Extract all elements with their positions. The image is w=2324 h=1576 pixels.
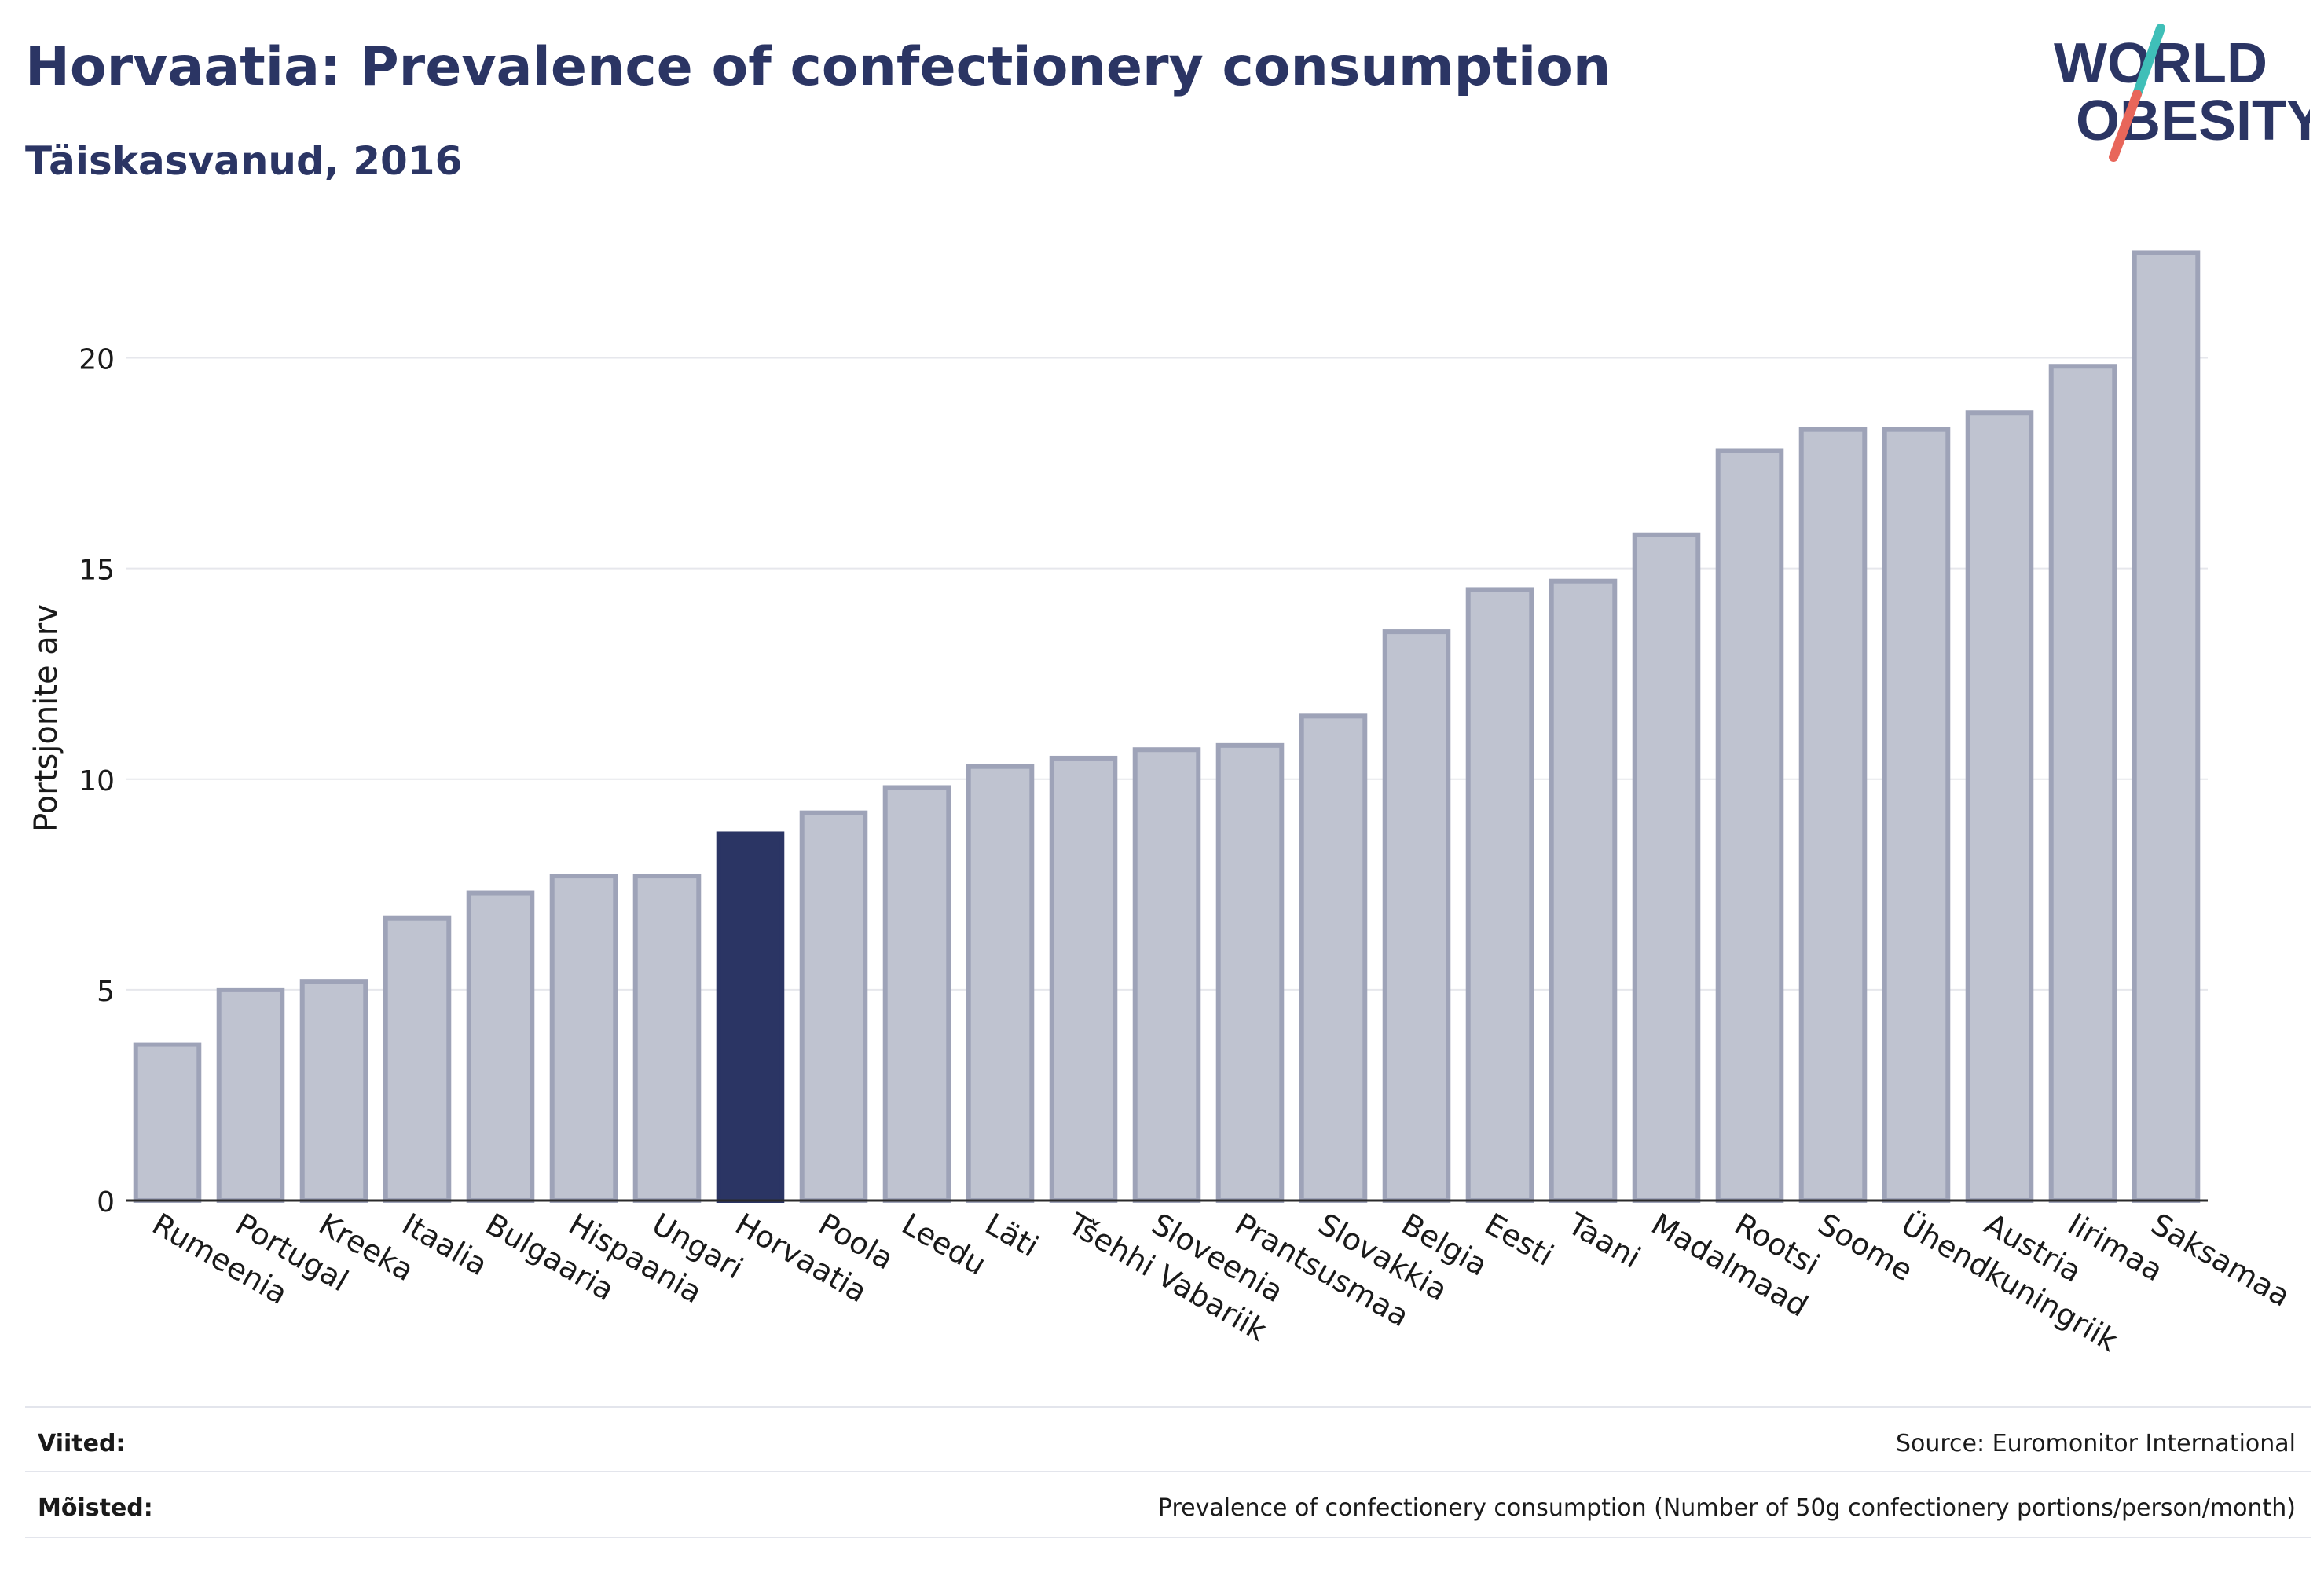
definitions-row: Mõisted: Prevalence of confectionery con… [25,1471,2311,1538]
x-tick-label: Eesti [1479,1207,1560,1273]
references-label: Viited: [38,1430,126,1457]
definitions-label: Mõisted: [38,1494,153,1522]
x-tick-label: Iirimaa [2062,1207,2169,1288]
references-value: Source: Euromonitor International [1895,1430,2296,1457]
definitions-value: Prevalence of confectionery consumption … [1157,1494,2296,1522]
bar-horvaatia [716,831,785,1204]
bar-eesti [1465,587,1534,1203]
bar-ungari [632,874,702,1203]
bar-poola [799,810,868,1203]
bar-iirimaa [2048,364,2117,1203]
bar-itaalia [383,915,452,1204]
bar-portugal [216,987,285,1203]
bar-slovakkia [1299,713,1368,1203]
logo-slash-red [2109,90,2142,162]
y-tick-label: 5 [97,976,115,1008]
bar-prantsusmaa [1215,742,1285,1203]
x-tick-label: Soome [1813,1207,1919,1288]
bar-rumeenia [133,1042,202,1203]
bar-madalmaad [1632,532,1701,1203]
logo-line1: WORLD [2054,32,2267,95]
chart-subtitle: Täiskasvanud, 2016 [25,138,463,184]
bar-leedu [882,785,951,1203]
x-tick-label: Saksamaa [2146,1207,2297,1314]
y-tick-label: 0 [97,1186,115,1219]
y-tick-label: 20 [79,344,115,376]
bar-soome [1798,427,1868,1203]
bar-taani [1549,578,1618,1203]
bar-belgia [1382,629,1451,1203]
y-tick-label: 15 [79,555,115,587]
y-tick-label: 10 [79,765,115,797]
bar-saksamaa [2132,250,2201,1203]
bar-tšehhi-vabariik [1049,755,1118,1203]
world-obesity-logo: WORLD OBESITY [2054,24,2310,162]
bar-sloveenia [1132,747,1201,1203]
bar-bulgaaria [466,890,535,1204]
logo-slash-teal [2132,24,2165,99]
bar-kreeka [299,979,368,1203]
chart-title: Horvaatia: Prevalence of confectionery c… [25,36,1611,98]
bar-läti [966,764,1035,1203]
bar-ühendkuningriik [1882,427,1951,1203]
x-tick-label: Leedu [896,1207,992,1282]
y-axis-title: Portsjonite arv [28,604,64,832]
x-tick-label: Taani [1562,1206,1647,1275]
references-row: Viited: Source: Euromonitor Internationa… [25,1406,2311,1472]
bar-austria [1965,410,2034,1203]
bar-hispaania [549,874,618,1203]
bar-rootsi [1715,448,1784,1203]
